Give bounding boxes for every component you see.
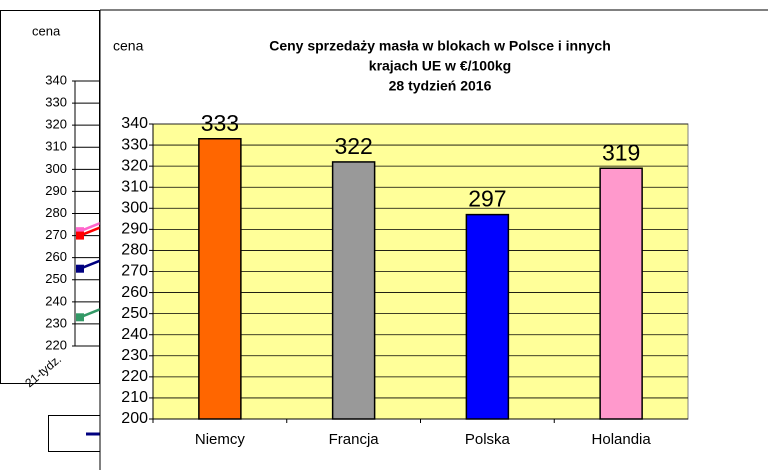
value-label: 322: [334, 133, 372, 159]
y-tick-label: 220: [121, 368, 148, 385]
chart-title: krajach UE w €/100kg: [369, 58, 511, 74]
y-tick-label: 250: [121, 305, 148, 322]
value-label: 297: [468, 186, 506, 212]
y-tick-label: 320: [45, 117, 67, 132]
chart-title: 28 tydzień 2016: [389, 78, 492, 94]
x-tick-label: Holandia: [592, 431, 652, 448]
y-tick-label: 280: [45, 205, 67, 220]
y-tick-label: 200: [121, 410, 148, 427]
y-tick-label: 300: [121, 200, 148, 217]
y-tick-label: 330: [121, 136, 148, 153]
value-label: 319: [602, 139, 640, 165]
x-tick-label: Niemcy: [195, 431, 246, 448]
y-tick-label: 290: [121, 221, 148, 238]
y-tick-label: 340: [121, 115, 148, 132]
y-tick-label: 220: [45, 337, 67, 352]
y-tick-label: 310: [45, 139, 67, 154]
chart-title: Ceny sprzedaży masła w blokach w Polsce …: [269, 38, 611, 54]
y-tick-label: 270: [121, 263, 148, 280]
bar: [465, 213, 510, 420]
y-tick-label: 300: [45, 161, 67, 176]
main-chart: Ceny sprzedaży masła w blokach w Polsce …: [113, 38, 689, 448]
y-tick-label: 260: [45, 249, 67, 264]
y-tick-label: 240: [121, 326, 148, 343]
bar: [331, 161, 376, 420]
value-label: 333: [201, 110, 239, 136]
line-marker: [76, 227, 84, 236]
x-tick-label: Polska: [465, 431, 511, 448]
y-axis-label: cena: [32, 23, 61, 38]
y-tick-label: 260: [121, 284, 148, 301]
y-tick-label: 240: [45, 293, 67, 308]
y-tick-label: 250: [45, 271, 67, 286]
y-tick-label: 230: [121, 347, 148, 364]
bar: [599, 167, 643, 420]
line-marker: [76, 264, 84, 273]
y-tick-label: 280: [121, 242, 148, 259]
line-marker: [76, 231, 84, 240]
line-marker: [76, 313, 84, 322]
y-tick-label: 310: [121, 178, 148, 195]
panel-frame: [0, 10, 100, 384]
background-chart: cena 220 230 240 250 260 270 280 290 300 310 320 330…: [0, 10, 109, 452]
y-tick-label: 230: [45, 315, 67, 330]
y-tick-label: 340: [45, 72, 67, 87]
y-tick-label: 290: [45, 183, 67, 198]
y-tick-label: 330: [45, 95, 67, 110]
x-tick-label: Francja: [329, 431, 380, 448]
y-axis-label: cena: [113, 38, 144, 54]
y-tick-label: 270: [45, 227, 67, 242]
y-tick-label: 320: [121, 157, 148, 174]
bar: [198, 138, 242, 420]
y-tick-label: 210: [121, 389, 148, 406]
